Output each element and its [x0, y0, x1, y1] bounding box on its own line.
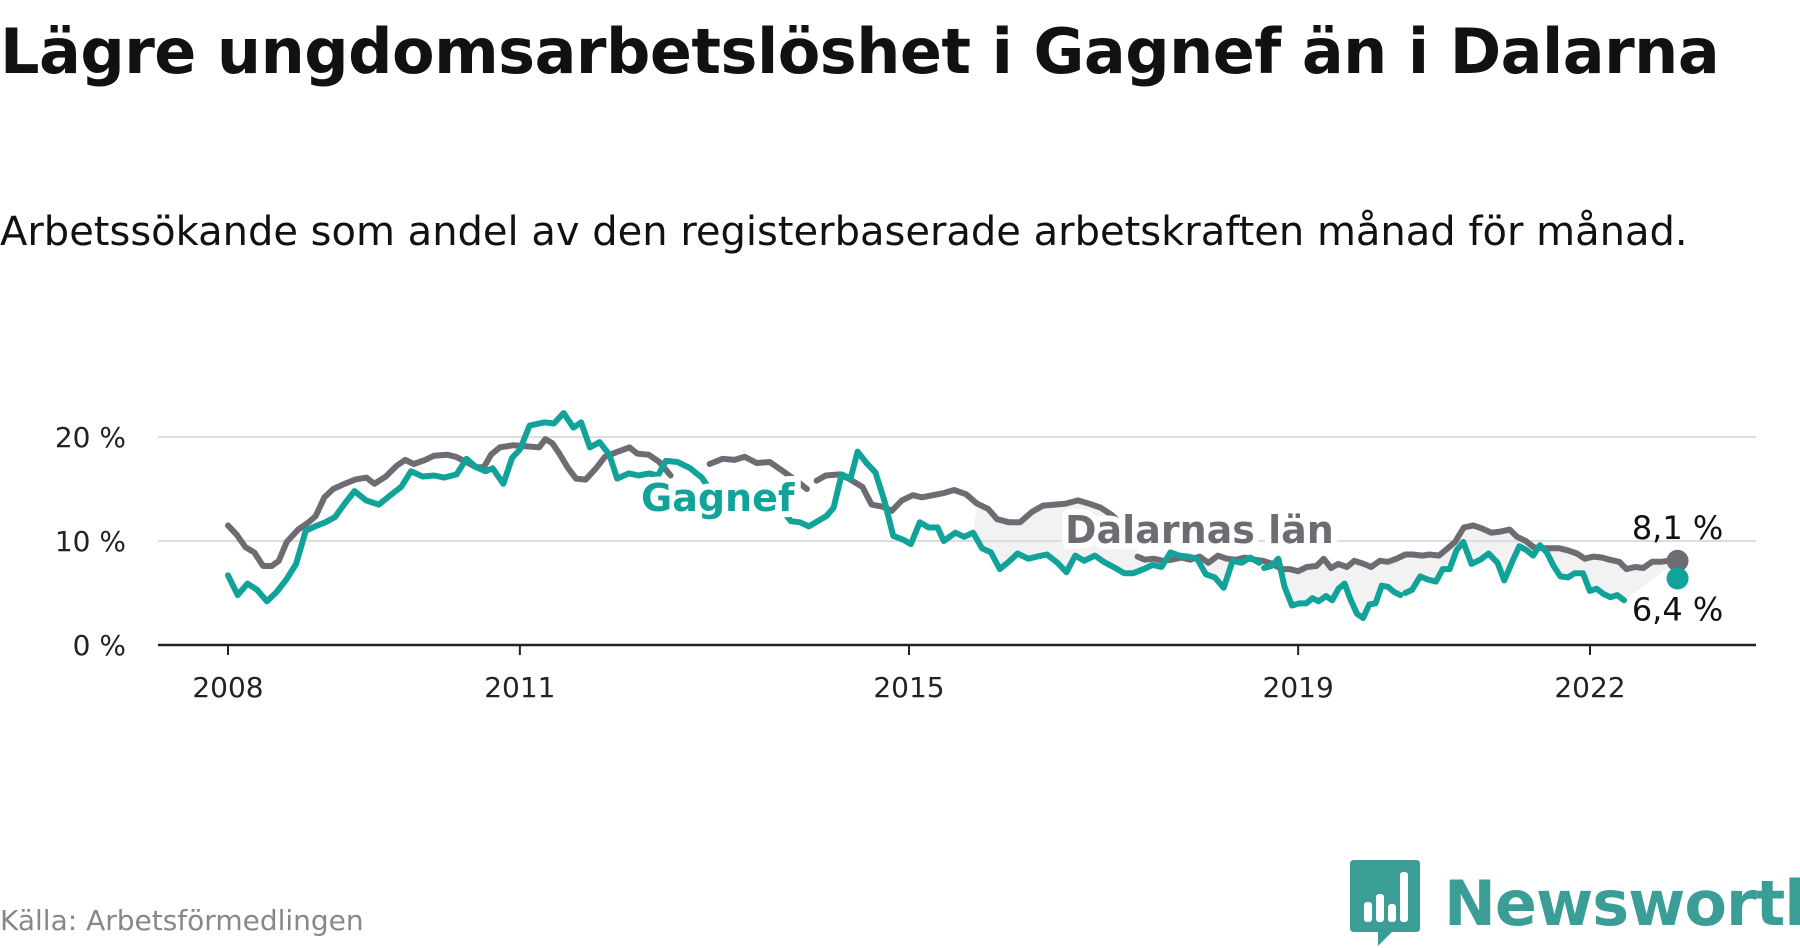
end-label-gagnef: 6,4 %: [1632, 590, 1723, 628]
chart-subtitle: Arbetssökande som andel av den registerb…: [0, 209, 1688, 255]
grid: 0 % 10 % 20 %: [55, 421, 1756, 662]
y-tick-label: 20 %: [55, 421, 126, 454]
y-tick-label: 10 %: [55, 525, 126, 558]
x-tick-label: 2019: [1263, 671, 1334, 704]
series-label-dalarna: Dalarnas län: [1065, 508, 1334, 552]
series-line-gagnef-3: [1402, 539, 1627, 604]
series-line-dalarna-0: [225, 436, 674, 569]
source-note: Källa: Arbetsförmedlingen: [0, 904, 364, 937]
end-label-dalarna: 8,1 %: [1632, 509, 1723, 547]
x-axis: 2008 2011 2015 2019 2022: [158, 643, 1756, 704]
newsworthy-logo-icon: [1350, 860, 1420, 946]
series-line-gagnef-0: [225, 410, 718, 605]
brand-name: Newsworthy: [1444, 866, 1800, 940]
series: [225, 410, 1681, 621]
x-tick-label: 2008: [192, 671, 263, 704]
series-line-gagnef-2: [1261, 555, 1404, 621]
series-label-gagnef-halo: Gagnef: [641, 476, 795, 520]
series-label-gagnef: Gagnef: [641, 476, 795, 520]
series-line-gagnef-1: [774, 448, 1263, 591]
chart-title: Lägre ungdomsarbetslöshet i Gagnef än i …: [0, 15, 1720, 88]
x-tick-label: 2022: [1554, 671, 1625, 704]
x-tick-label: 2015: [873, 671, 944, 704]
end-point-dalarna: [1666, 549, 1689, 572]
series-line-dalarna-2: [813, 471, 1138, 533]
y-tick-label: 0 %: [73, 629, 126, 662]
end-point-gagnef: [1666, 567, 1689, 590]
series-line-dalarna-1: [706, 453, 810, 492]
newsworthy-logo[interactable]: Newsworthy: [1348, 858, 1800, 948]
series-label-dalarna-halo: Dalarnas län: [1065, 508, 1334, 552]
x-tick-label: 2011: [484, 671, 555, 704]
